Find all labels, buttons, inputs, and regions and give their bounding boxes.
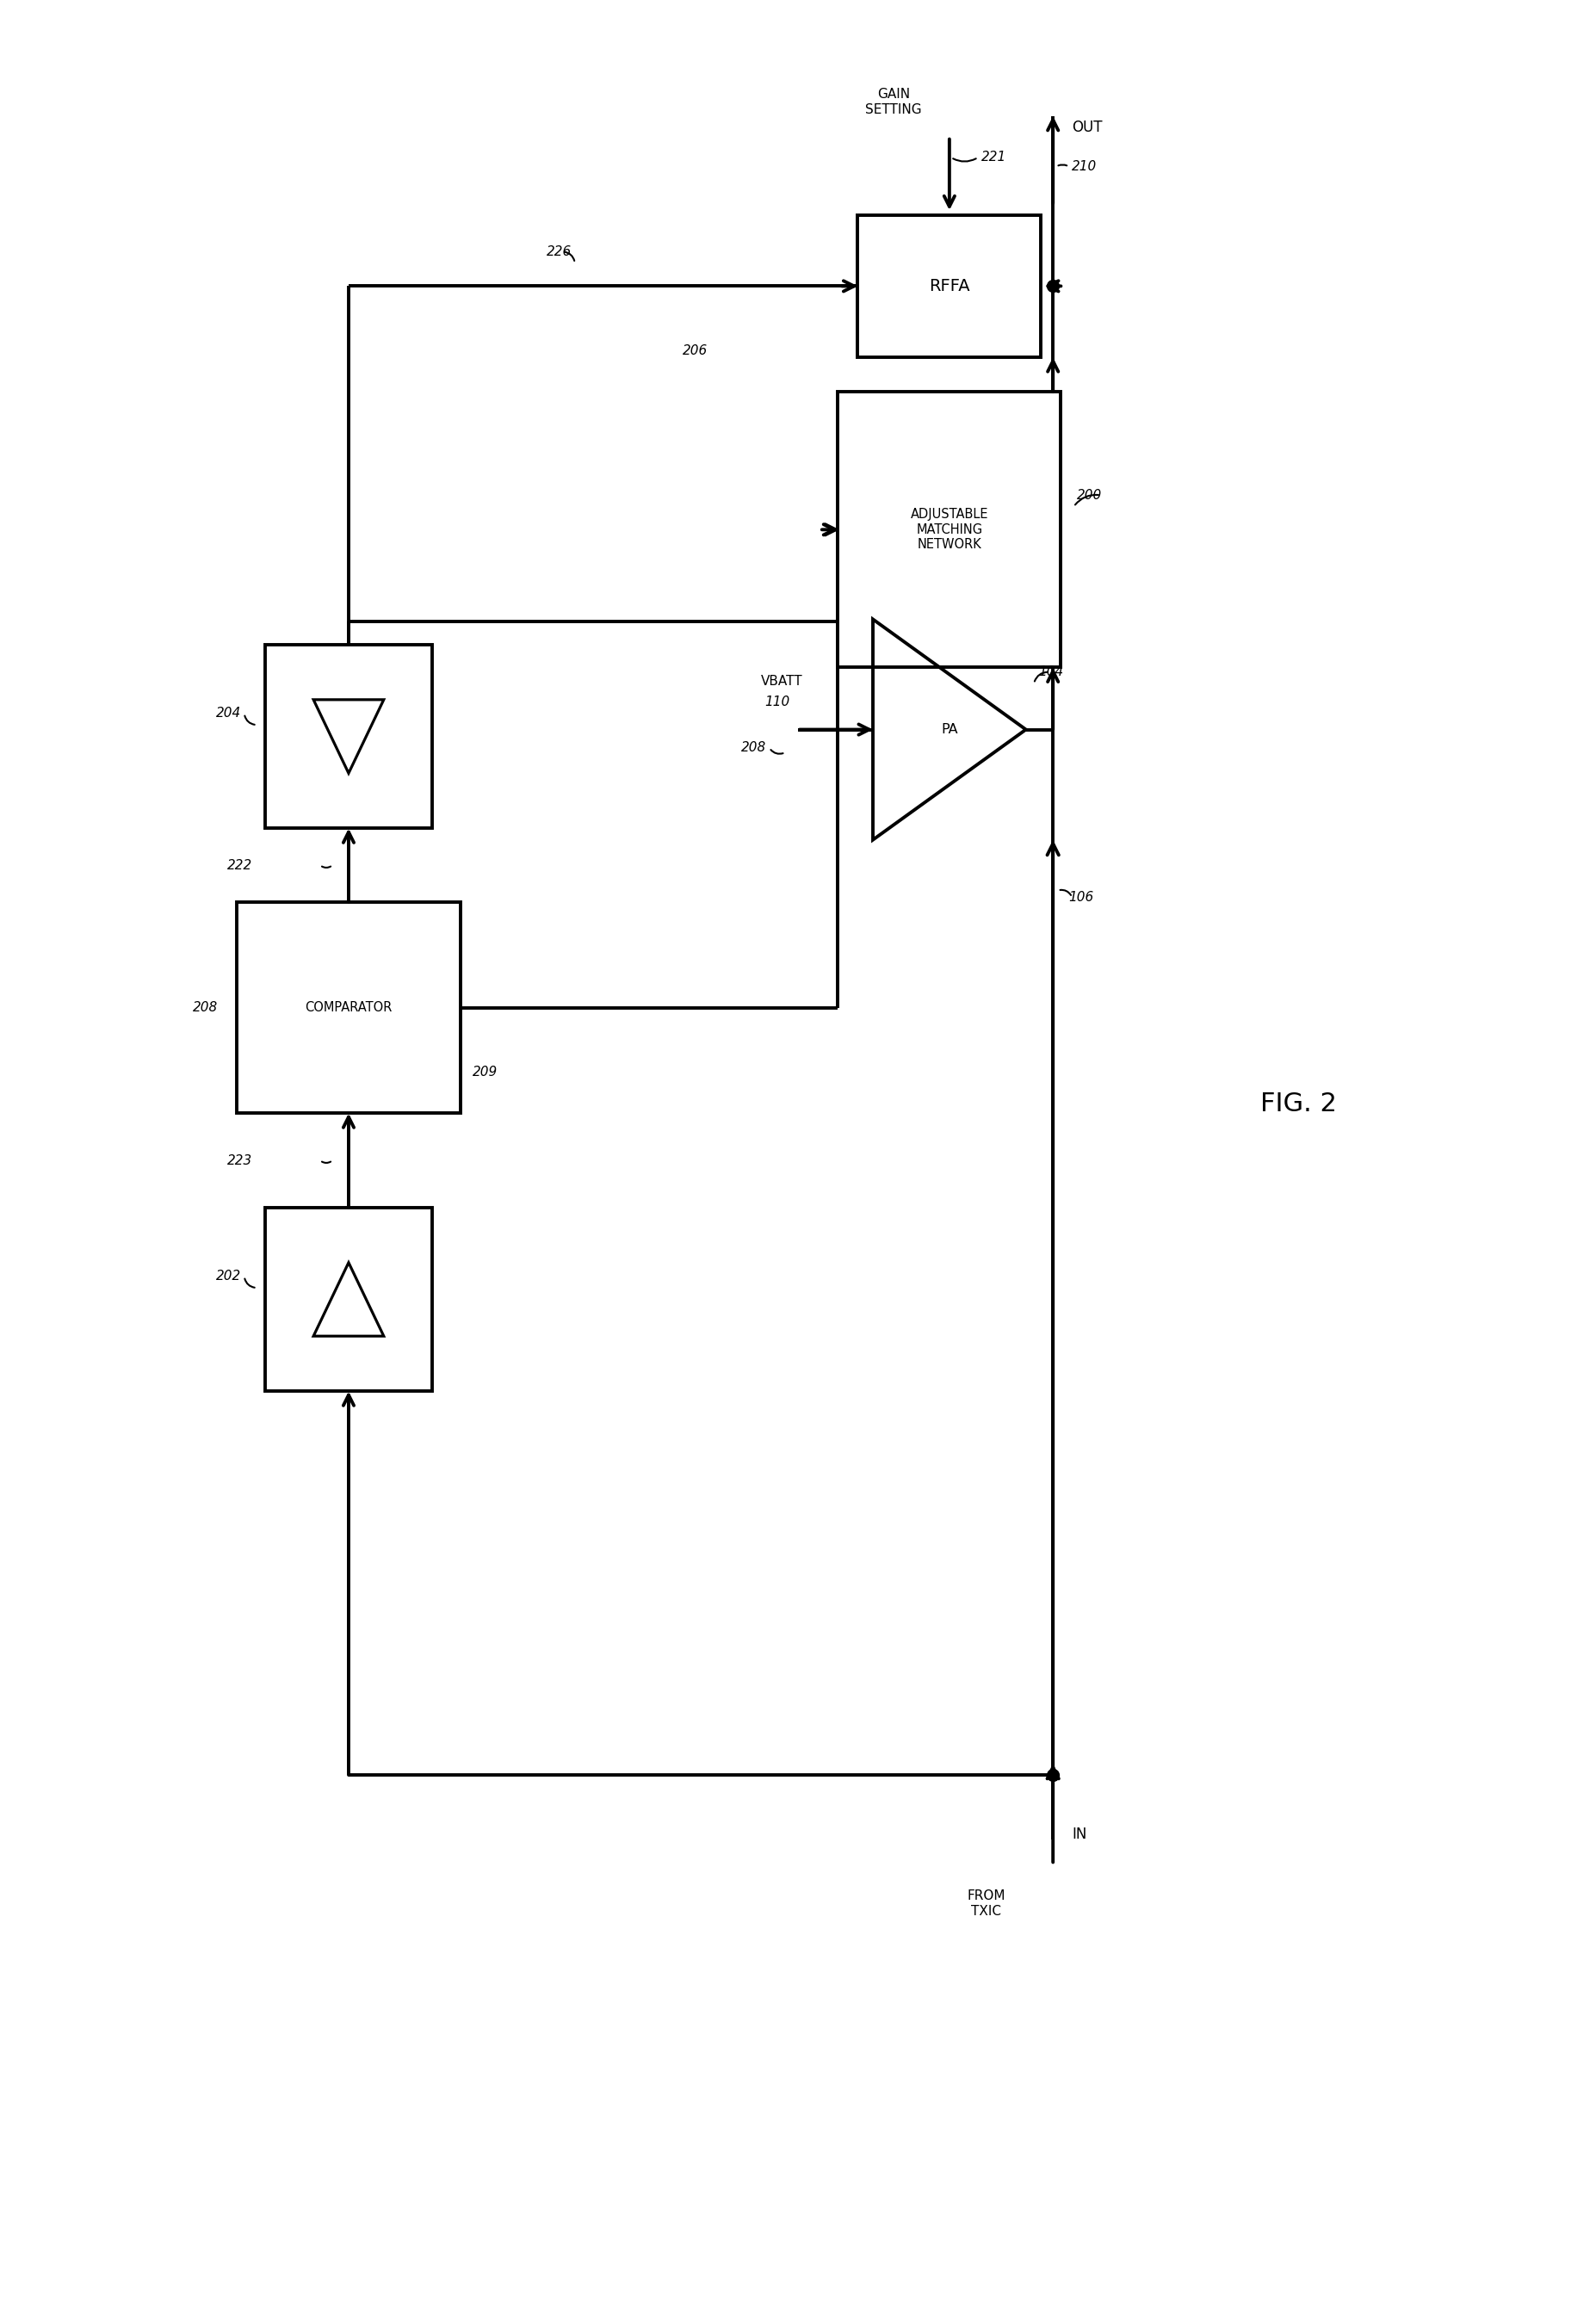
Text: 223: 223 [227,1155,252,1166]
Text: 204: 204 [215,706,241,720]
Text: 200: 200 [1077,488,1103,501]
Text: OUT: OUT [1073,120,1103,136]
Bar [857,214,1041,356]
Text: RFFA: RFFA [929,278,970,294]
Text: 222: 222 [227,858,252,872]
Text: GAIN
SETTING: GAIN SETTING [865,87,922,115]
Bar [838,391,1061,667]
Text: 221: 221 [982,152,1007,163]
Text: VBATT: VBATT [761,676,803,688]
Text: 226: 226 [546,246,571,258]
Text: 209: 209 [472,1065,498,1079]
Text: 210: 210 [1073,161,1098,172]
Text: 104: 104 [1039,665,1065,678]
Text: 106: 106 [1069,890,1095,904]
Text: COMPARATOR: COMPARATOR [305,1000,393,1014]
Text: 206: 206 [683,345,707,357]
Text: 208: 208 [741,741,766,754]
Bar [238,902,460,1113]
Text: 110: 110 [764,695,790,708]
Text: 202: 202 [215,1270,241,1283]
Text: IN: IN [1073,1826,1087,1842]
Text: PA: PA [942,722,958,736]
Text: FIG. 2: FIG. 2 [1261,1092,1337,1116]
Text: 208: 208 [193,1000,219,1014]
Text: ADJUSTABLE
MATCHING
NETWORK: ADJUSTABLE MATCHING NETWORK [910,508,988,552]
Bar [265,1208,433,1392]
Text: FROM
TXIC: FROM TXIC [967,1891,1005,1918]
Bar [265,644,433,828]
